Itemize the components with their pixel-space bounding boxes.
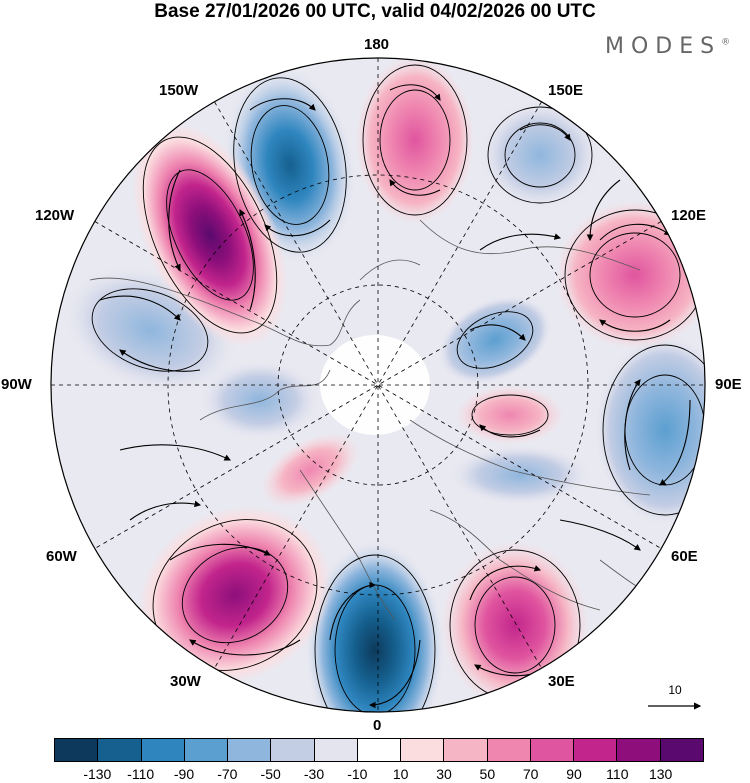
colorbar-swatch (357, 739, 402, 761)
colorbar-swatch (228, 739, 272, 761)
lon-label-30w: 30W (170, 673, 201, 690)
colorbar-swatch (617, 739, 661, 761)
colorbar-swatch (487, 739, 531, 761)
lon-label-180: 180 (364, 36, 390, 53)
colorbar-swatch (314, 739, 358, 761)
colorbar-swatch (141, 739, 185, 761)
coastlines (89, 219, 661, 621)
colorbar-tick-label: 110 (606, 766, 629, 782)
anomaly-center (200, 360, 320, 440)
colorbar-labels: -130 -110 -90 -70 -50 -30 -10 10 30 50 70 90 110 130 (54, 766, 704, 783)
colorbar-swatch (184, 739, 229, 761)
modes-logo: MODES® (605, 34, 730, 59)
lon-label-60e: 60E (671, 548, 698, 565)
colorbar-swatch (271, 739, 315, 761)
lon-label-60w: 60W (46, 548, 77, 565)
colorbar-tick-label: -30 (303, 766, 325, 782)
colorbar-swatch (98, 739, 142, 761)
colorbar-tick-label: -70 (217, 766, 238, 782)
lat-lon-grid (51, 58, 705, 712)
colorbar (54, 738, 704, 762)
colorbar-swatch (55, 739, 99, 761)
lon-label-150w: 150W (159, 82, 199, 99)
colorbar-tick-label: -90 (173, 766, 195, 782)
colorbar-tick-label: -110 (127, 766, 155, 782)
map-boundary (50, 57, 706, 713)
anomaly-center (132, 122, 288, 348)
colorbar-tick-label: 90 (566, 766, 582, 782)
map-title: Base 27/01/2026 00 UTC, valid 04/02/2026… (154, 1, 596, 22)
anomaly-center (305, 540, 445, 712)
wind-vectors (99, 84, 691, 709)
lon-label-30e: 30E (548, 673, 575, 690)
colorbar-tick-label: -10 (347, 766, 368, 782)
anomaly-center (438, 295, 552, 385)
colorbar-swatch (660, 739, 703, 761)
logo-text: MODES (605, 34, 722, 59)
colorbar-tick-label: 130 (648, 766, 673, 782)
lon-label-150e: 150E (548, 82, 584, 99)
lon-label-120e: 120E (671, 207, 707, 224)
colorbar-tick-label: 70 (522, 766, 539, 782)
anomaly-center (595, 335, 705, 525)
colorbar-swatch (444, 739, 488, 761)
colorbar-tick-label: -50 (260, 766, 281, 782)
colorbar-tick-label: 30 (436, 766, 452, 782)
anomaly-center (455, 385, 565, 445)
contour-lines (91, 64, 705, 712)
reference-vector-label: 10 (668, 683, 682, 697)
anomaly-center (480, 100, 600, 210)
lon-label-90e: 90E (715, 376, 742, 393)
anomaly-center (260, 432, 360, 508)
lon-label-0: 0 (373, 717, 382, 734)
colorbar-tick-label: 50 (479, 766, 496, 782)
anomaly-center (138, 506, 332, 684)
anomaly-center (355, 58, 475, 225)
colorbar-swatch (574, 739, 618, 761)
colorbar-swatch (401, 739, 445, 761)
colorbar-tick-label: -130 (83, 766, 112, 782)
colorbar-tick-label: 10 (392, 766, 409, 782)
lon-label-120w: 120W (35, 207, 75, 224)
colorbar-swatch (530, 739, 575, 761)
lon-label-90w: 90W (1, 376, 32, 393)
map-fields (51, 58, 705, 712)
registered-mark: ® (721, 37, 731, 48)
